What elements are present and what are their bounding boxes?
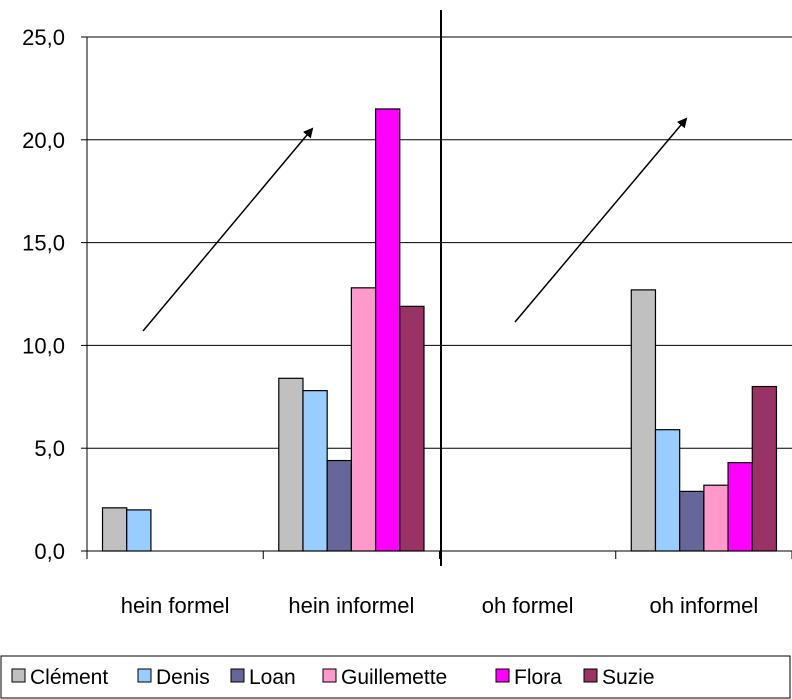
arrow-oh: [514, 117, 688, 323]
y-tick-label: 25,0: [22, 25, 65, 50]
y-tick-label: 10,0: [22, 333, 65, 358]
bar-hein-informel-4: [374, 108, 401, 552]
legend-swatch: [137, 668, 152, 683]
bar-hein-informel-5: [399, 305, 425, 552]
bar-hein-formel-0: [101, 507, 128, 552]
x-tick-label: oh informel: [649, 593, 758, 618]
x-tick-label: oh formel: [482, 593, 574, 618]
legend-swatch: [230, 668, 245, 683]
legend: Clément Denis Loan Guillemette Flora Suzie: [0, 655, 791, 699]
legend-label: Guillemette: [341, 666, 447, 689]
legend-label: Clément: [30, 666, 108, 689]
bar-oh-informel-1: [654, 429, 681, 552]
bar-oh-informel-2: [679, 490, 705, 552]
bar-oh-informel-0: [630, 289, 657, 552]
legend-swatch: [583, 668, 598, 683]
y-tick-label: 20,0: [22, 128, 65, 153]
arrow-hein: [142, 127, 314, 332]
y-axis: 0,0 5,0 10,0 15,0 20,0 25,0: [22, 25, 88, 564]
bar-hein-informel-3: [350, 287, 377, 552]
legend-swatch: [495, 668, 510, 683]
bar-hein-informel-2: [326, 459, 352, 552]
bar-hein-informel-0: [278, 377, 304, 552]
bars: [101, 108, 778, 552]
legend-label: Loan: [249, 666, 296, 689]
legend-swatch: [322, 668, 337, 683]
bar-oh-informel-5: [751, 385, 778, 552]
x-tick-label: hein informel: [288, 593, 414, 618]
bar-oh-informel-4: [727, 461, 753, 552]
x-axis: hein formel hein informel oh formel oh info…: [86, 550, 792, 618]
y-tick-label: 5,0: [34, 436, 65, 461]
legend-swatch: [11, 668, 26, 683]
annotations: [142, 10, 688, 566]
gridlines: [87, 36, 792, 449]
bar-hein-formel-1: [126, 509, 152, 552]
y-tick-label: 15,0: [22, 231, 65, 256]
legend-box: [0, 655, 791, 699]
x-tick-label: hein formel: [121, 593, 230, 618]
bar-hein-informel-1: [302, 390, 328, 552]
bar-oh-informel-3: [703, 484, 729, 552]
legend-label: Flora: [514, 666, 562, 689]
legend-label: Suzie: [602, 666, 655, 689]
legend-label: Denis: [156, 666, 210, 689]
y-tick-label: 0,0: [34, 539, 65, 564]
